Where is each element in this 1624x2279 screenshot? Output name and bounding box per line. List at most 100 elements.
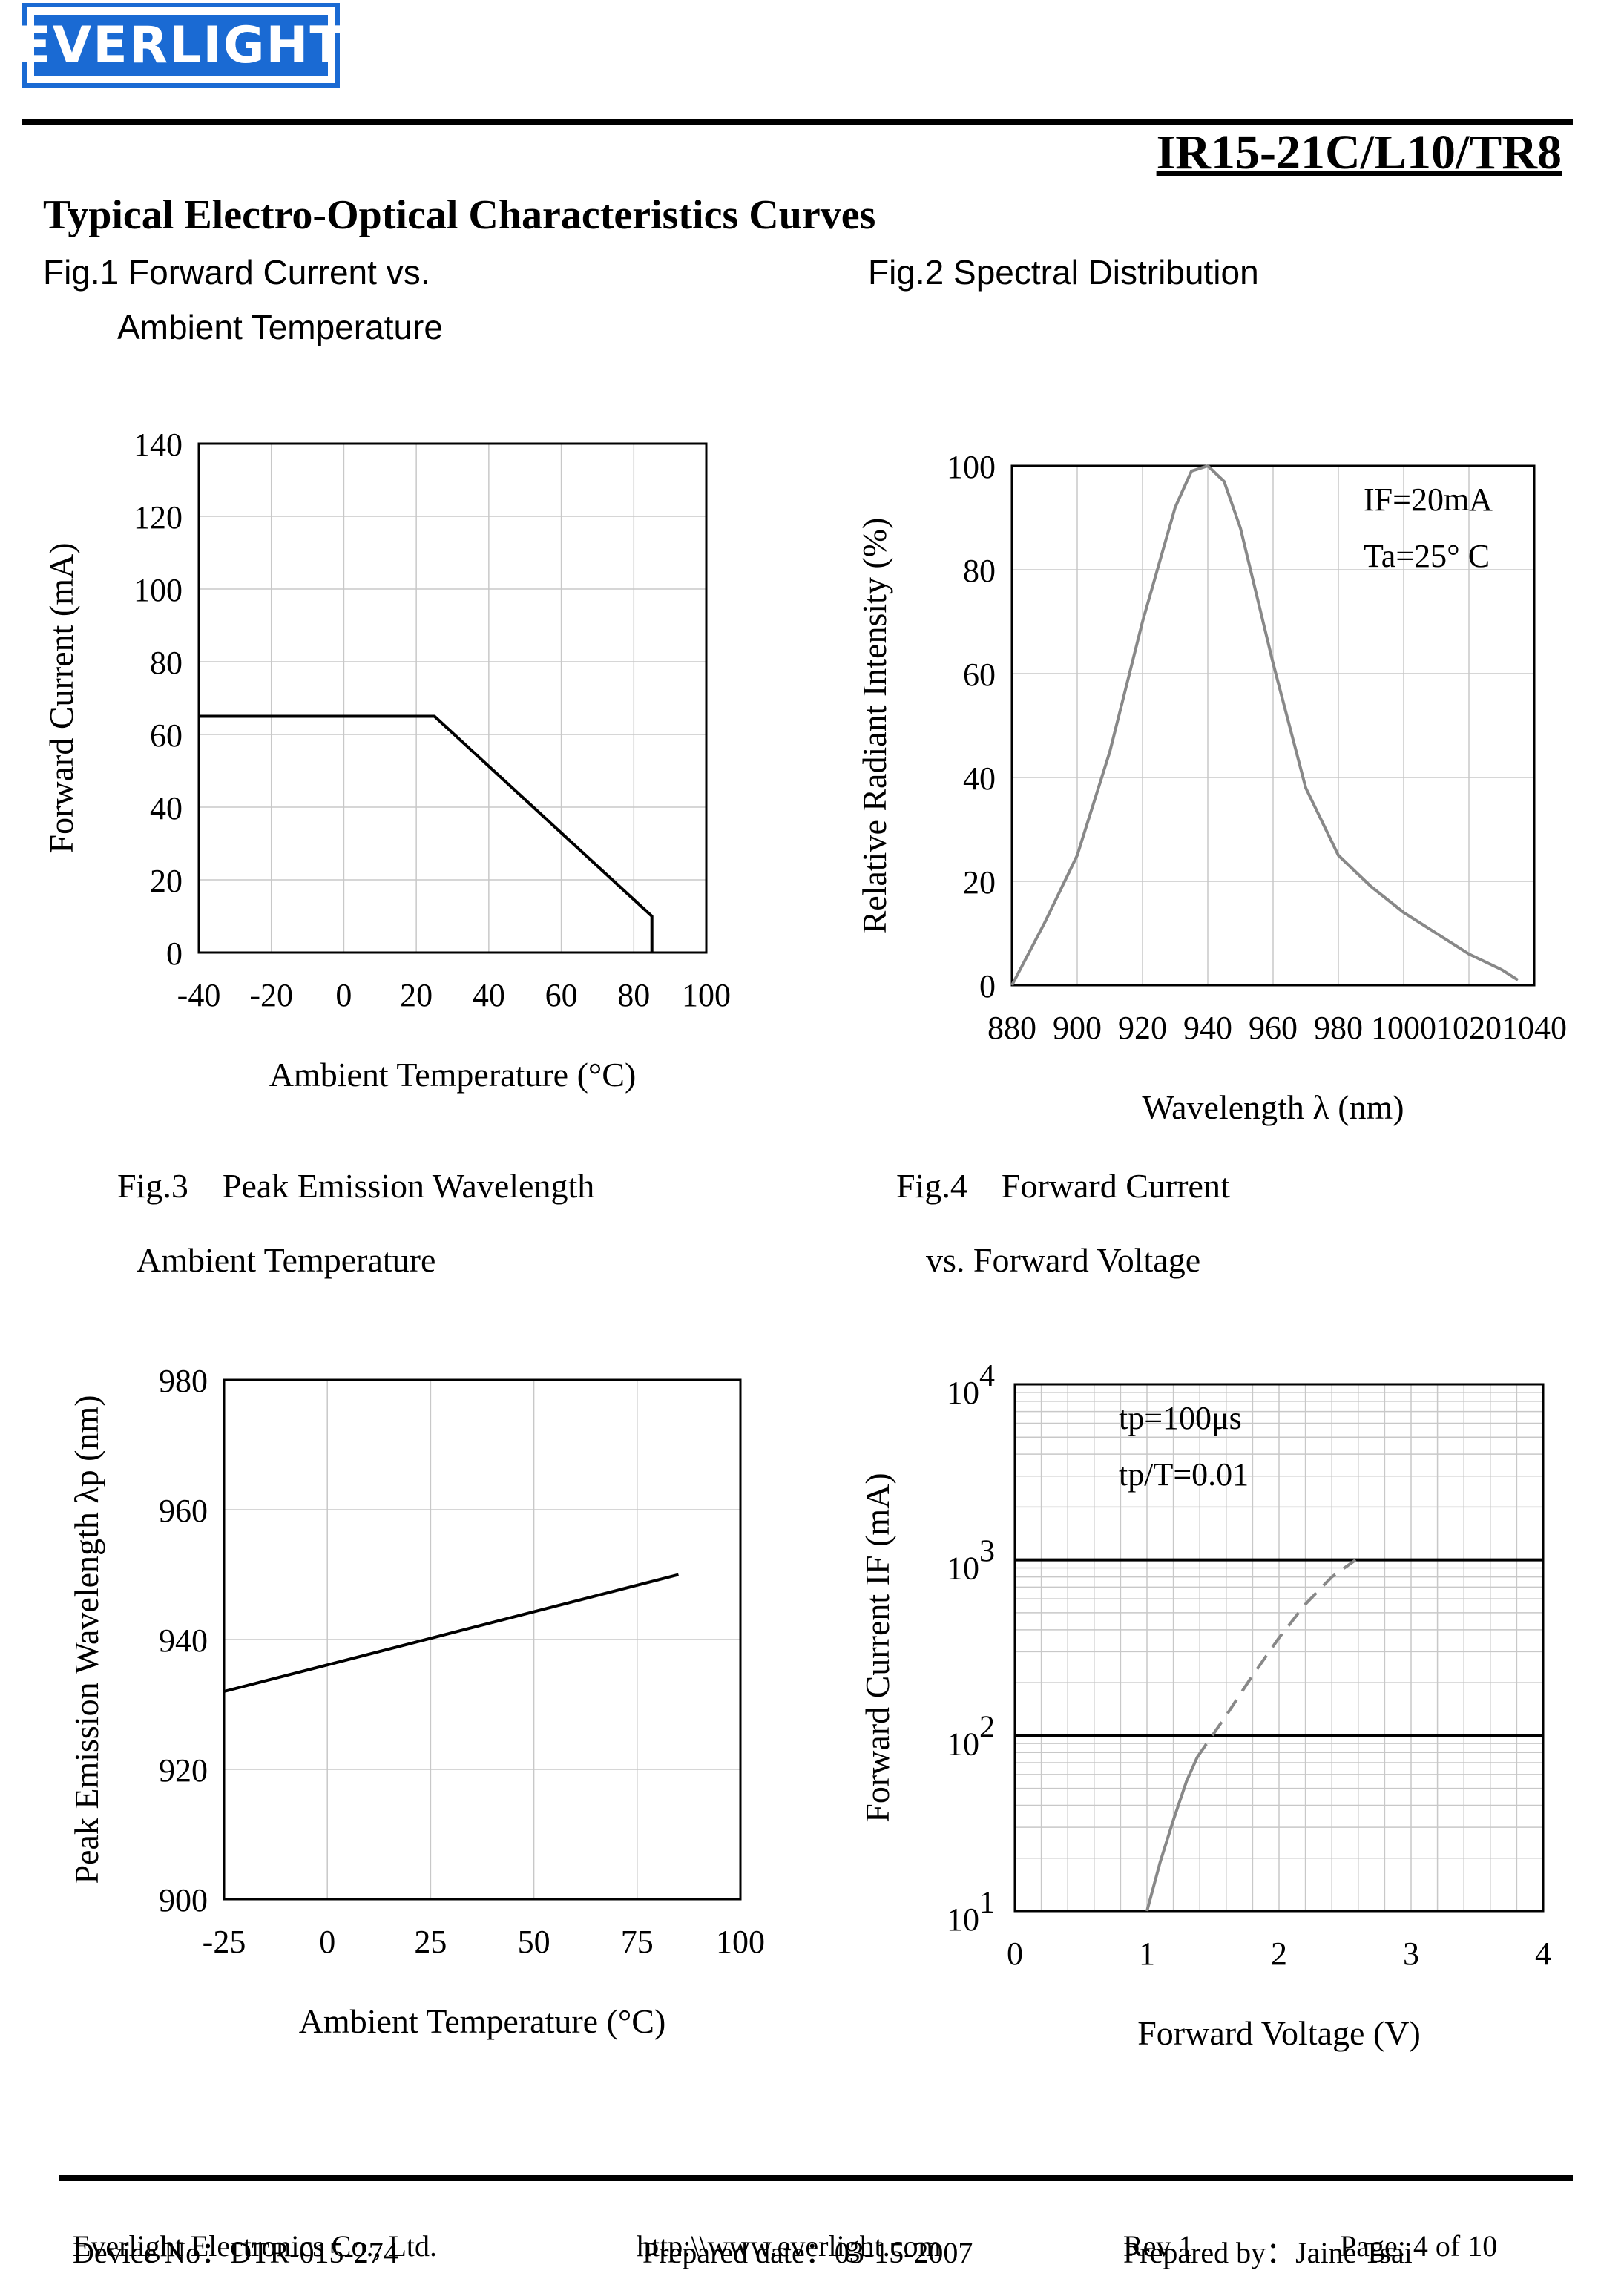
- fig4-annotation: tp/T=0.01: [1119, 1456, 1249, 1493]
- fig1-chart: 0 20 40 60 80 100 120 140 -40 -20 0 20 40 60 80 100 Ambi…: [42, 427, 731, 1094]
- fig4-xtick-label: 1: [1139, 1936, 1155, 1972]
- fig3-chart: 900 920 940 960 980 -25 0 25 50 75 100 Ambient Temp…: [68, 1363, 765, 2040]
- part-number: IR15-21C/L10/TR8: [1156, 125, 1562, 180]
- fig1-ylabel: Forward Current (mA): [42, 542, 80, 853]
- fig4-annotation: tp=100μs: [1119, 1400, 1242, 1436]
- fig2-ytick-label: 0: [979, 968, 996, 1004]
- fig1-title-line1: Fig.1 Forward Current vs.: [43, 253, 430, 292]
- footer-page: Page: 4 of 10: [1340, 2229, 1498, 2263]
- fig3-xtick-label: 75: [621, 1924, 654, 1960]
- everlight-logo: EVERLIGHT: [16, 3, 346, 88]
- fig1-xtick-label: 40: [473, 977, 505, 1013]
- fig1-ytick-label: 60: [150, 717, 183, 754]
- fig2-xtick-label: 880: [987, 1010, 1036, 1046]
- fig4-ytick-label: 103: [947, 1535, 995, 1587]
- fig3-ytick-label: 920: [159, 1752, 208, 1789]
- footer-device: Device No：DTR-015-274: [73, 2236, 398, 2269]
- fig3-xtick-label: 25: [414, 1924, 447, 1960]
- fig4-series-line: [1145, 1757, 1199, 1912]
- fig1-xlabel: Ambient Temperature (°C): [269, 1056, 637, 1094]
- fig4-ytick-label: 102: [947, 1710, 995, 1762]
- fig3-frame: [223, 1378, 742, 1901]
- footer-url[interactable]: http:\\www.everlight.com: [637, 2229, 941, 2263]
- fig1-xtick-label: 0: [335, 977, 352, 1013]
- fig1-ytick-label: 0: [166, 935, 183, 972]
- fig3-grid: [224, 1380, 740, 1899]
- logo-text: EVERLIGHT: [16, 15, 346, 76]
- fig2-xtick-label: 1040: [1502, 1010, 1567, 1046]
- fig3-ytick-label: 960: [159, 1493, 208, 1529]
- footer-rule: [59, 2175, 1573, 2181]
- fig3-ytick-label: 900: [159, 1882, 208, 1918]
- fig4-title-line2: vs. Forward Voltage: [926, 1241, 1201, 1279]
- fig2-ytick-label: 80: [963, 553, 996, 589]
- fig2-frame: [1010, 464, 1536, 987]
- fig4-xtick-label: 0: [1007, 1936, 1023, 1972]
- fig1-ytick-label: 80: [150, 645, 183, 681]
- footer-prepared-by: Prepared by：Jaine Tsai: [1123, 2236, 1413, 2269]
- fig3-xtick-label: 0: [319, 1924, 335, 1960]
- fig2-ytick-label: 100: [947, 449, 996, 485]
- fig1-title-line2: Ambient Temperature: [117, 308, 443, 346]
- fig2-grid: [1012, 466, 1534, 985]
- fig4-xlabel: Forward Voltage (V): [1137, 2014, 1421, 2052]
- fig2-xlabel: Wavelength λ (nm): [1142, 1088, 1404, 1126]
- fig1-ytick-label: 40: [150, 790, 183, 826]
- fig1-xtick-label: 20: [400, 977, 433, 1013]
- fig2-annotation: Ta=25° C: [1364, 538, 1490, 574]
- fig3-ytick-label: 940: [159, 1622, 208, 1659]
- fig4-grid: [1014, 1384, 1544, 1912]
- fig3-xtick-label: 100: [716, 1924, 765, 1960]
- fig2-xtick-label: 960: [1249, 1010, 1298, 1046]
- fig3-xtick-label: -25: [203, 1924, 246, 1960]
- fig2-ylabel: Relative Radiant Intensity (%): [855, 518, 893, 934]
- fig1-series-line: [199, 714, 654, 953]
- fig2-ytick-label: 20: [963, 864, 996, 901]
- footer-rev: Rev 1: [1123, 2229, 1194, 2263]
- fig1-frame: [197, 442, 708, 954]
- fig1-xtick-label: 60: [545, 977, 578, 1013]
- fig2-chart: 0 20 40 60 80 100 880 900 920 940 960 980 1000 1020 10…: [855, 449, 1567, 1126]
- fig2-xtick-label: 940: [1183, 1010, 1232, 1046]
- fig4-ytick-label: 101: [947, 1886, 995, 1938]
- fig2-series-line: [1010, 464, 1519, 986]
- fig4-ylabel: Forward Current IF (mA): [858, 1473, 896, 1822]
- fig4-ytick-label: 104: [947, 1359, 995, 1411]
- fig2-xtick-label: 980: [1314, 1010, 1363, 1046]
- fig1-grid: [199, 444, 706, 953]
- fig3-xlabel: Ambient Temperature (°C): [299, 2002, 666, 2040]
- fig1-xtick-label: -40: [177, 977, 221, 1013]
- fig4-xtick-label: 3: [1403, 1936, 1419, 1972]
- fig1-ytick-label: 120: [134, 499, 183, 536]
- fig4-frame: [1013, 1383, 1545, 1913]
- fig1-ytick-label: 100: [134, 572, 183, 608]
- section-title: Typical Electro-Optical Characteristics …: [43, 192, 876, 238]
- fig3-ytick-label: 980: [159, 1363, 208, 1399]
- fig2-xtick-label: 1000: [1371, 1010, 1436, 1046]
- fig2-ytick-label: 40: [963, 760, 996, 797]
- fig2-xtick-label: 1020: [1436, 1010, 1502, 1046]
- fig1-xtick-label: 100: [682, 977, 731, 1013]
- fig4-title-line1: Fig.4 Forward Current: [896, 1167, 1230, 1205]
- fig2-ytick-label: 60: [963, 657, 996, 693]
- fig1-ytick-label: 140: [134, 427, 183, 463]
- fig2-xtick-label: 920: [1118, 1010, 1167, 1046]
- fig1-xtick-label: 80: [617, 977, 650, 1013]
- fig3-series-line: [223, 1573, 679, 1693]
- fig4-chart: 101 102 103 104 0 1 2 3 4 Forward Voltage (V) Forw…: [858, 1359, 1551, 2052]
- fig2-annotation: IF=20mA: [1364, 481, 1493, 518]
- fig3-title-line2: Ambient Temperature: [137, 1241, 436, 1279]
- fig1-ytick-label: 20: [150, 863, 183, 899]
- header-rule: [22, 119, 1573, 125]
- fig4-series-line: [1195, 1559, 1357, 1759]
- fig3-title-line1: Fig.3 Peak Emission Wavelength: [117, 1167, 595, 1205]
- fig2-title: Fig.2 Spectral Distribution: [868, 253, 1259, 292]
- footer-company: Everlight Electronics Co., Ltd.: [73, 2229, 437, 2263]
- fig4-xtick-label: 2: [1271, 1936, 1287, 1972]
- footer-prepared-date: Prepared date：03-15-2007: [642, 2236, 973, 2269]
- fig3-xtick-label: 50: [518, 1924, 550, 1960]
- fig2-xtick-label: 900: [1053, 1010, 1102, 1046]
- fig4-xtick-label: 4: [1535, 1936, 1551, 1972]
- fig3-ylabel: Peak Emission Wavelength λp (nm): [68, 1395, 105, 1884]
